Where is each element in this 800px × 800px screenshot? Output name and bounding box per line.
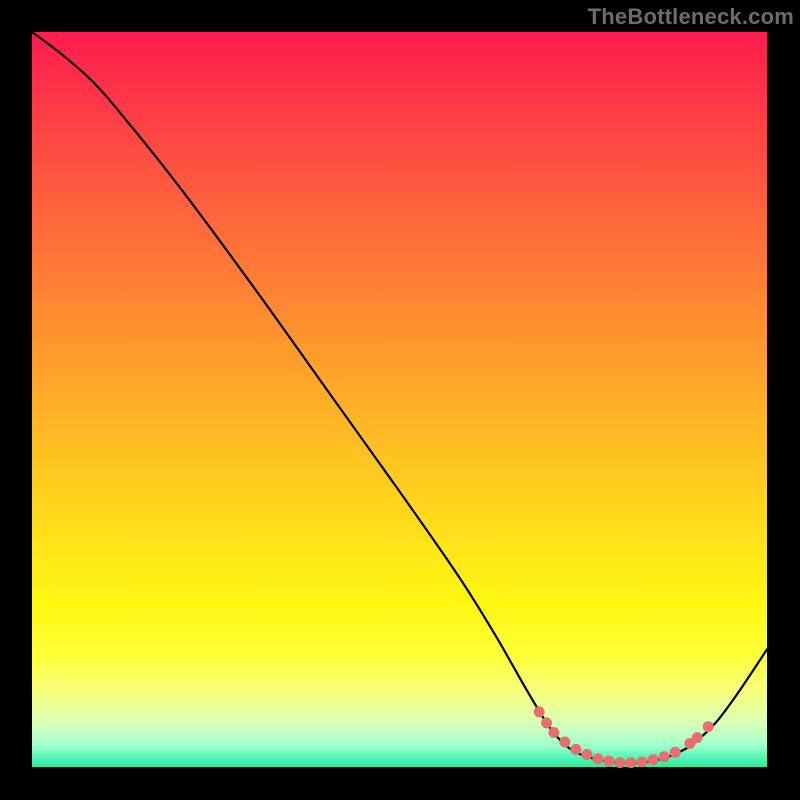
marker-dot <box>581 749 592 760</box>
marker-dot <box>592 753 603 764</box>
chart-svg <box>0 0 800 800</box>
canvas: TheBottleneck.com <box>0 0 800 800</box>
watermark-text: TheBottleneck.com <box>588 4 794 30</box>
marker-dot <box>659 751 670 762</box>
marker-dot <box>637 756 648 767</box>
marker-dot <box>541 717 552 728</box>
marker-dot <box>548 727 559 738</box>
marker-dot <box>570 744 581 755</box>
marker-dot <box>559 737 570 748</box>
marker-dot <box>626 757 637 768</box>
marker-dot <box>603 756 614 767</box>
marker-dot <box>670 747 681 758</box>
marker-dot <box>692 732 703 743</box>
marker-dot <box>534 706 545 717</box>
plot-background <box>32 32 767 767</box>
marker-dot <box>615 757 626 768</box>
marker-dot <box>703 721 714 732</box>
marker-dot <box>648 754 659 765</box>
